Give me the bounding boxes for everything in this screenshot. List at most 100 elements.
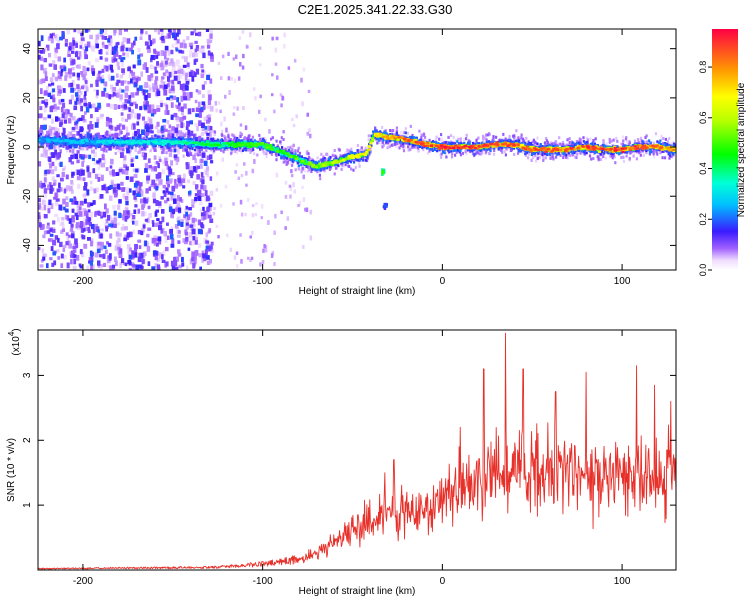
heatmap-cell bbox=[249, 147, 252, 151]
heatmap-cell bbox=[407, 148, 410, 152]
heatmap-cell bbox=[128, 72, 133, 79]
heatmap-cell bbox=[69, 185, 73, 192]
heatmap-cell bbox=[485, 138, 488, 142]
heatmap-cell bbox=[464, 150, 467, 154]
heatmap-cell bbox=[197, 90, 202, 95]
heatmap-cell bbox=[161, 76, 165, 80]
heatmap-cell bbox=[59, 206, 63, 211]
heatmap-cell bbox=[46, 130, 50, 135]
heatmap-cell bbox=[177, 80, 181, 85]
heatmap-cell bbox=[114, 260, 118, 267]
heatmap-cell bbox=[155, 222, 159, 227]
heatmap-cell bbox=[156, 51, 160, 56]
heatmap-cell bbox=[550, 156, 553, 160]
heatmap-cell bbox=[358, 162, 361, 166]
heatmap-cell bbox=[154, 125, 159, 130]
heatmap-cell bbox=[59, 86, 63, 92]
heatmap-cell bbox=[126, 147, 130, 154]
heatmap-cell bbox=[243, 137, 246, 141]
heatmap-cell bbox=[463, 138, 466, 142]
heatmap-cell bbox=[60, 230, 64, 234]
heatmap-cell bbox=[84, 182, 88, 187]
heatmap-cell bbox=[118, 123, 122, 127]
heatmap-cell bbox=[367, 134, 370, 138]
heatmap-cell bbox=[197, 153, 200, 157]
heatmap-cell bbox=[140, 29, 144, 34]
heatmap-cell bbox=[194, 250, 199, 256]
heatmap-cell bbox=[54, 47, 58, 52]
heatmap-cell bbox=[301, 101, 304, 107]
heatmap-cell bbox=[82, 119, 87, 123]
heatmap-cell bbox=[188, 207, 192, 211]
heatmap-cell bbox=[83, 72, 87, 76]
heatmap-cell bbox=[668, 156, 671, 160]
heatmap-cell bbox=[149, 40, 153, 47]
heatmap-cell bbox=[129, 70, 133, 74]
heatmap-cell bbox=[178, 107, 183, 111]
heatmap-cell bbox=[99, 194, 104, 199]
heatmap-cell bbox=[477, 136, 480, 140]
heatmap-cell bbox=[263, 137, 266, 140]
heatmap-cell bbox=[307, 169, 310, 173]
heatmap-cell bbox=[112, 133, 116, 138]
heatmap-cell bbox=[91, 68, 96, 74]
heatmap-cell bbox=[340, 167, 343, 171]
heatmap-cell bbox=[135, 168, 139, 173]
heatmap-cell bbox=[493, 149, 496, 152]
heatmap-cell bbox=[58, 144, 61, 148]
heatmap-cell bbox=[114, 126, 118, 131]
heatmap-cell bbox=[49, 106, 54, 113]
heatmap-cell bbox=[137, 239, 142, 243]
heatmap-cell bbox=[105, 208, 109, 214]
heatmap-cell bbox=[661, 156, 664, 160]
heatmap-cell bbox=[491, 138, 494, 142]
heatmap-cell bbox=[237, 176, 241, 180]
heatmap-cell bbox=[141, 151, 145, 158]
heatmap-cell bbox=[179, 84, 183, 90]
heatmap-cell bbox=[182, 39, 186, 45]
heatmap-cell bbox=[592, 157, 595, 161]
heatmap-cell bbox=[210, 57, 214, 62]
heatmap-cell bbox=[68, 157, 72, 163]
heatmap-cell bbox=[191, 71, 196, 77]
heatmap-cell bbox=[105, 65, 109, 72]
heatmap-cell bbox=[76, 169, 80, 176]
heatmap-cell bbox=[92, 200, 96, 205]
heatmap-cell bbox=[66, 185, 70, 191]
heatmap-cell bbox=[270, 253, 274, 258]
heatmap-cell bbox=[156, 61, 159, 66]
heatmap-cell bbox=[488, 152, 491, 156]
heatmap-cell bbox=[185, 205, 189, 210]
heatmap-cell bbox=[305, 207, 309, 212]
heatmap-cell bbox=[146, 45, 151, 49]
heatmap-cell bbox=[108, 145, 112, 151]
heatmap-cell bbox=[170, 85, 175, 91]
heatmap-cell bbox=[201, 94, 205, 98]
heatmap-cell bbox=[545, 139, 549, 143]
heatmap-cell bbox=[226, 233, 229, 238]
heatmap-cell bbox=[164, 84, 168, 90]
heatmap-cell bbox=[165, 180, 170, 185]
heatmap-cell bbox=[181, 219, 184, 224]
heatmap-cell bbox=[185, 126, 189, 131]
heatmap-cell bbox=[249, 32, 252, 38]
heatmap-cell bbox=[144, 218, 148, 222]
heatmap-cell bbox=[174, 178, 177, 184]
heatmap-cell bbox=[209, 176, 213, 181]
heatmap-cell bbox=[56, 128, 60, 134]
heatmap-cell bbox=[203, 81, 207, 85]
heatmap-cell bbox=[213, 149, 216, 153]
heatmap-cell bbox=[73, 87, 77, 91]
heatmap-cell bbox=[134, 244, 138, 249]
heatmap-cell bbox=[112, 137, 115, 140]
heatmap-cell bbox=[142, 224, 146, 228]
heatmap-cell bbox=[176, 156, 180, 162]
heatmap-cell bbox=[194, 197, 198, 202]
heatmap-cell bbox=[183, 96, 188, 101]
heatmap-cell bbox=[210, 139, 214, 143]
heatmap-cell bbox=[194, 237, 198, 242]
heatmap-cell bbox=[306, 150, 309, 155]
heatmap-cell bbox=[171, 67, 176, 73]
heatmap-cell bbox=[235, 163, 239, 167]
heatmap-cell bbox=[457, 140, 460, 144]
